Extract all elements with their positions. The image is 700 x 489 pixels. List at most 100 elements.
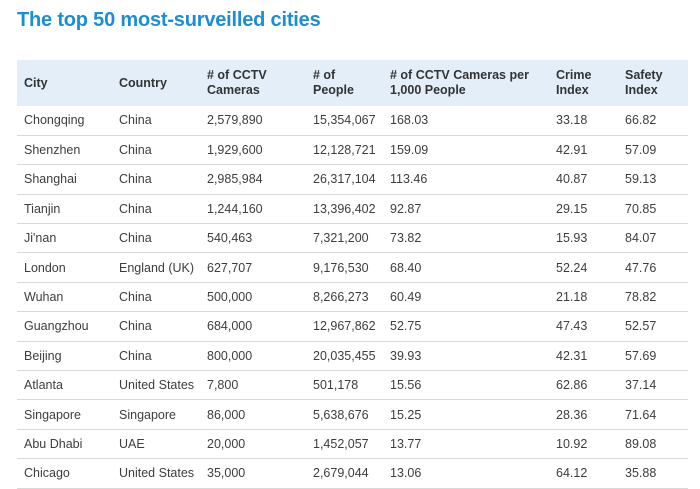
cell-cameras-per-1000: 13.06	[383, 458, 549, 489]
cell-cameras-per-1000: 52.75	[383, 311, 549, 342]
cell-safety-index: 66.82	[618, 106, 688, 136]
cell-cctv-cameras: 627,707	[200, 252, 306, 283]
cell-country: United States	[112, 458, 200, 489]
table-row: Atlanta United States 7,800 501,178 15.56 62.…	[17, 370, 688, 401]
cell-safety-index: 71.64	[618, 399, 688, 430]
table-row: Chongqing China 2,579,890 15,354,067 168.03 3…	[17, 106, 688, 136]
cell-cctv-cameras: 20,000	[200, 429, 306, 460]
cell-crime-index: 64.12	[549, 458, 618, 489]
cell-city: London	[17, 252, 112, 283]
cell-crime-index: 40.87	[549, 164, 618, 195]
cell-country: China	[112, 194, 200, 225]
cell-country: China	[112, 106, 200, 136]
page-title: The top 50 most-surveilled cities	[17, 9, 321, 31]
cell-people: 5,638,676	[306, 399, 383, 430]
cell-crime-index: 15.93	[549, 223, 618, 254]
cell-city: Guangzhou	[17, 311, 112, 342]
cell-country: China	[112, 341, 200, 372]
cell-country: UAE	[112, 429, 200, 460]
cell-city: Shenzhen	[17, 135, 112, 166]
cell-city: Tianjin	[17, 194, 112, 225]
cell-people: 20,035,455	[306, 341, 383, 372]
table-row: Singapore Singapore 86,000 5,638,676 15.25 28…	[17, 399, 688, 430]
cell-safety-index: 35.88	[618, 458, 688, 489]
cell-country: Singapore	[112, 399, 200, 430]
cell-cameras-per-1000: 13.77	[383, 429, 549, 460]
cell-crime-index: 10.92	[549, 429, 618, 460]
cell-cctv-cameras: 684,000	[200, 311, 306, 342]
cell-crime-index: 29.15	[549, 194, 618, 225]
table-row: Chicago United States 35,000 2,679,044 13.06…	[17, 458, 688, 489]
cell-cctv-cameras: 500,000	[200, 282, 306, 313]
cell-people: 8,266,273	[306, 282, 383, 313]
cell-cctv-cameras: 86,000	[200, 399, 306, 430]
cell-city: Abu Dhabi	[17, 429, 112, 460]
cell-city: Beijing	[17, 341, 112, 372]
cell-country: China	[112, 282, 200, 313]
cell-cameras-per-1000: 39.93	[383, 341, 549, 372]
cell-country: China	[112, 223, 200, 254]
table-row: Shenzhen China 1,929,600 12,128,721 159.09 42…	[17, 135, 688, 166]
header-safety-index: Safety Index	[625, 68, 663, 97]
cell-cameras-per-1000: 113.46	[383, 164, 549, 195]
table-body: Chongqing China 2,579,890 15,354,067 168.03 3…	[17, 106, 688, 489]
cell-city: Chicago	[17, 458, 112, 489]
cell-cameras-per-1000: 15.25	[383, 399, 549, 430]
cell-city: Wuhan	[17, 282, 112, 313]
cell-crime-index: 28.36	[549, 399, 618, 430]
cell-city: Chongqing	[17, 106, 112, 136]
cell-people: 15,354,067	[306, 106, 383, 136]
cell-crime-index: 21.18	[549, 282, 618, 313]
header-people: # of People	[313, 68, 354, 97]
cell-safety-index: 84.07	[618, 223, 688, 254]
cell-people: 501,178	[306, 370, 383, 401]
cell-crime-index: 33.18	[549, 106, 618, 136]
cell-crime-index: 42.31	[549, 341, 618, 372]
cell-cameras-per-1000: 92.87	[383, 194, 549, 225]
cell-cameras-per-1000: 68.40	[383, 252, 549, 283]
cell-city: Shanghai	[17, 164, 112, 195]
cell-people: 12,967,862	[306, 311, 383, 342]
cell-crime-index: 47.43	[549, 311, 618, 342]
table-header-row: City Country # of CCTV Cameras # of Peop…	[17, 60, 688, 106]
cell-cctv-cameras: 1,244,160	[200, 194, 306, 225]
cell-country: United States	[112, 370, 200, 401]
cell-safety-index: 89.08	[618, 429, 688, 460]
cell-safety-index: 47.76	[618, 252, 688, 283]
cell-safety-index: 57.09	[618, 135, 688, 166]
header-cameras-per-1000: # of CCTV Cameras per 1,000 People	[390, 68, 529, 97]
cell-people: 1,452,057	[306, 429, 383, 460]
cell-country: China	[112, 135, 200, 166]
cell-cameras-per-1000: 15.56	[383, 370, 549, 401]
cell-people: 2,679,044	[306, 458, 383, 489]
cell-safety-index: 78.82	[618, 282, 688, 313]
cell-safety-index: 57.69	[618, 341, 688, 372]
cell-cctv-cameras: 800,000	[200, 341, 306, 372]
cell-crime-index: 52.24	[549, 252, 618, 283]
cell-cctv-cameras: 35,000	[200, 458, 306, 489]
cell-crime-index: 62.86	[549, 370, 618, 401]
table-row: Tianjin China 1,244,160 13,396,402 92.87 29.1…	[17, 194, 688, 225]
cell-people: 13,396,402	[306, 194, 383, 225]
cell-cctv-cameras: 1,929,600	[200, 135, 306, 166]
header-country: Country	[119, 75, 167, 90]
table-row: Beijing China 800,000 20,035,455 39.93 42.31 5…	[17, 341, 688, 372]
cell-cameras-per-1000: 168.03	[383, 106, 549, 136]
cell-crime-index: 42.91	[549, 135, 618, 166]
cell-safety-index: 37.14	[618, 370, 688, 401]
table-row: Wuhan China 500,000 8,266,273 60.49 21.18 78.8…	[17, 282, 688, 313]
cell-people: 26,317,104	[306, 164, 383, 195]
cell-cameras-per-1000: 159.09	[383, 135, 549, 166]
cell-people: 12,128,721	[306, 135, 383, 166]
cell-city: Ji'nan	[17, 223, 112, 254]
cell-people: 7,321,200	[306, 223, 383, 254]
cell-cameras-per-1000: 73.82	[383, 223, 549, 254]
cell-people: 9,176,530	[306, 252, 383, 283]
cell-country: England (UK)	[112, 252, 200, 283]
table-row: Ji'nan China 540,463 7,321,200 73.82 15.93 84.…	[17, 223, 688, 254]
table-row: Abu Dhabi UAE 20,000 1,452,057 13.77 10.92 89.…	[17, 429, 688, 460]
cell-safety-index: 52.57	[618, 311, 688, 342]
cell-cctv-cameras: 540,463	[200, 223, 306, 254]
cell-cameras-per-1000: 60.49	[383, 282, 549, 313]
table-row: London England (UK) 627,707 9,176,530 68.40 5…	[17, 252, 688, 283]
